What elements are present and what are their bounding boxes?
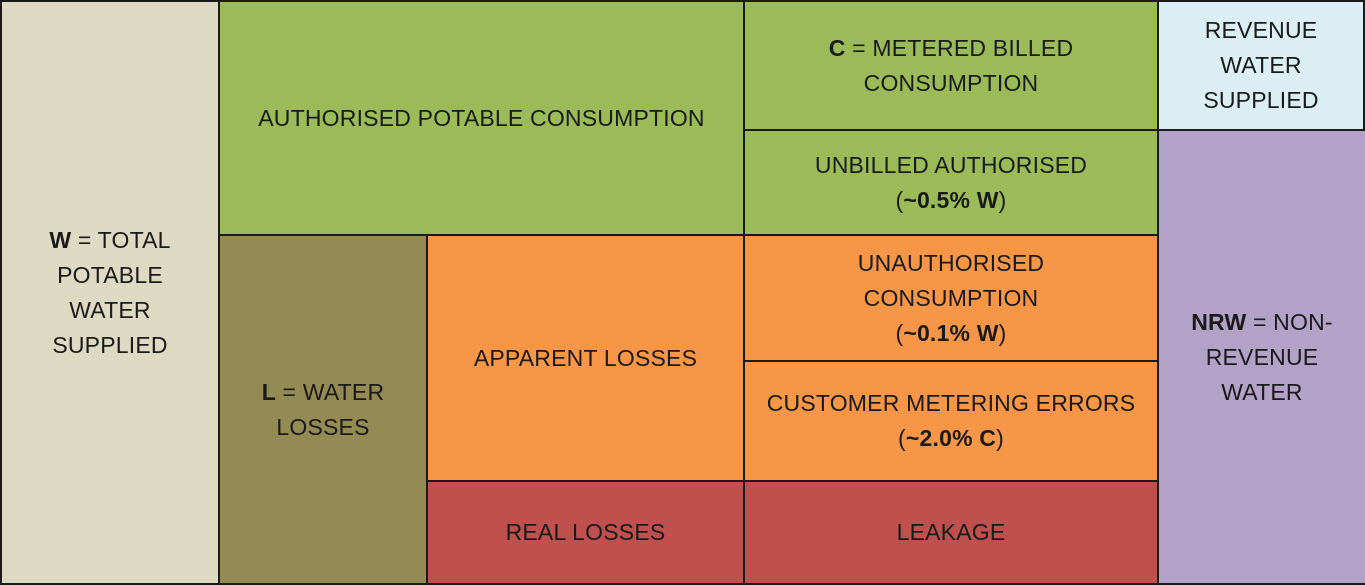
unauthorised-close-paren: ): [998, 319, 1007, 346]
water-losses-line1: L = WATER: [262, 375, 385, 410]
real-losses-label: REAL LOSSES: [505, 519, 666, 545]
nrw-line3: WATER: [1221, 378, 1303, 405]
metering-close-paren: ): [996, 425, 1004, 451]
metering-errors-line1: CUSTOMER METERING ERRORS: [766, 390, 1136, 416]
apparent-losses-label: APPARENT LOSSES: [473, 344, 698, 371]
total-water-supplied-box: W = TOTAL POTABLE WATER SUPPLIED: [0, 0, 220, 585]
total-supplied-line2: POTABLE: [57, 261, 163, 288]
non-revenue-water-box: NRW = NON- REVENUE WATER: [1159, 131, 1365, 585]
water-losses-box: L = WATER LOSSES: [220, 236, 428, 585]
unbilled-open-paren: (: [895, 186, 904, 213]
leakage-label: LEAKAGE: [896, 519, 1006, 545]
unauthorised-line2: CONSUMPTION: [863, 284, 1039, 311]
total-supplied-line1-text: = TOTAL: [71, 226, 171, 253]
metering-errors-box: CUSTOMER METERING ERRORS (~2.0% C): [745, 362, 1159, 482]
real-losses-box: REAL LOSSES: [428, 482, 745, 585]
authorised-consumption-box: AUTHORISED POTABLE CONSUMPTION: [220, 0, 745, 236]
revenue-water-box: REVENUE WATER SUPPLIED: [1159, 0, 1365, 131]
metered-billed-box: C = METERED BILLED CONSUMPTION: [745, 0, 1159, 131]
metering-errors-value: ~2.0% C: [905, 425, 997, 451]
total-supplied-symbol: W: [49, 226, 72, 253]
metering-open-paren: (: [898, 425, 906, 451]
revenue-water-line2: WATER: [1220, 52, 1302, 78]
metered-billed-line1-text: = METERED BILLED: [845, 34, 1074, 61]
metering-errors-line2: (~2.0% C): [898, 421, 1004, 456]
metered-billed-symbol: C: [828, 34, 846, 61]
nrw-line1: NRW = NON-: [1191, 305, 1333, 340]
unauthorised-open-paren: (: [895, 319, 904, 346]
water-losses-symbol: L: [261, 378, 276, 405]
unauthorised-value: ~0.1% W: [903, 319, 999, 346]
metered-billed-line1: C = METERED BILLED: [829, 31, 1074, 66]
unbilled-close-paren: ): [998, 186, 1007, 213]
unauthorised-line1: UNAUTHORISED: [857, 249, 1045, 276]
metered-billed-line2: CONSUMPTION: [863, 69, 1039, 96]
unauthorised-line3: (~0.1% W): [895, 316, 1006, 351]
apparent-losses-box: APPARENT LOSSES: [428, 236, 745, 482]
revenue-water-line3: SUPPLIED: [1203, 87, 1319, 113]
authorised-consumption-label: AUTHORISED POTABLE CONSUMPTION: [258, 104, 705, 131]
total-supplied-line4: SUPPLIED: [52, 331, 168, 358]
unbilled-authorised-line1: UNBILLED AUTHORISED: [814, 151, 1088, 178]
revenue-water-line1: REVENUE: [1204, 17, 1318, 43]
nrw-symbol: NRW: [1191, 308, 1247, 335]
leakage-box: LEAKAGE: [745, 482, 1159, 585]
total-supplied-line1: W = TOTAL: [49, 223, 170, 258]
nrw-line1-text: = NON-: [1246, 308, 1333, 335]
unbilled-authorised-line2: (~0.5% W): [895, 183, 1006, 218]
water-losses-line1-text: = WATER: [275, 378, 385, 405]
nrw-line2: REVENUE: [1205, 343, 1319, 370]
water-losses-line2: LOSSES: [276, 413, 370, 440]
unbilled-authorised-box: UNBILLED AUTHORISED (~0.5% W): [745, 131, 1159, 236]
unbilled-authorised-value: ~0.5% W: [903, 186, 999, 213]
unauthorised-consumption-box: UNAUTHORISED CONSUMPTION (~0.1% W): [745, 236, 1159, 362]
total-supplied-line3: WATER: [69, 296, 151, 323]
